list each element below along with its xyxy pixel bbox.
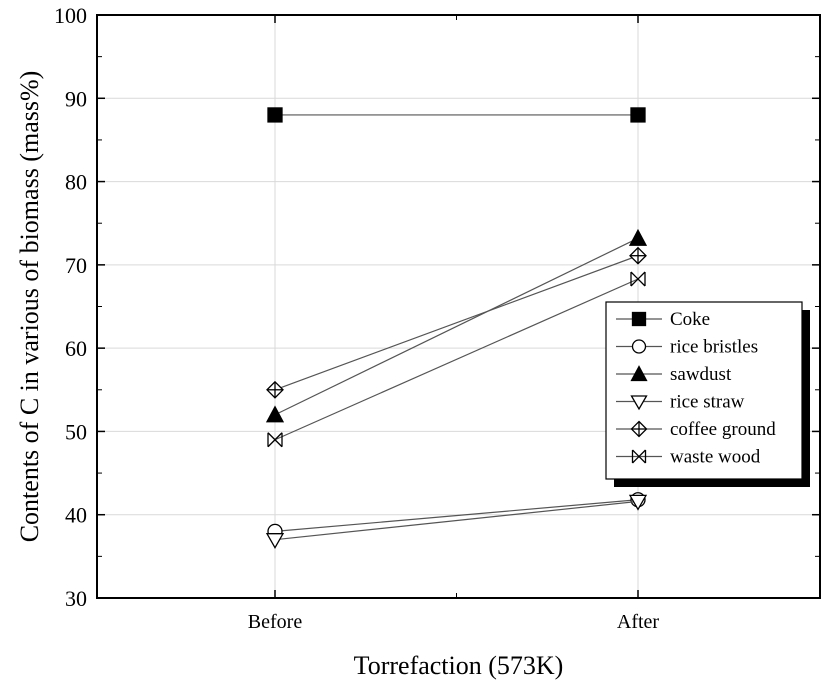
legend-label: rice straw bbox=[670, 392, 745, 413]
y-tick-label: 50 bbox=[65, 419, 87, 444]
series-line bbox=[274, 278, 639, 441]
y-tick-label: 70 bbox=[65, 253, 87, 278]
series-line bbox=[274, 237, 639, 416]
y-tick-label: 40 bbox=[65, 503, 87, 528]
y-tick-label: 80 bbox=[65, 170, 87, 195]
y-tick-label: 60 bbox=[65, 336, 87, 361]
series-line bbox=[274, 500, 639, 541]
legend-box bbox=[605, 301, 803, 480]
marker-triangle-down bbox=[628, 494, 648, 511]
y-tick-label: 90 bbox=[65, 86, 87, 111]
legend-item: coffee ground bbox=[616, 419, 776, 440]
marker-triangle-up bbox=[630, 365, 648, 382]
legend-item: Coke bbox=[616, 309, 710, 330]
data-point bbox=[629, 246, 647, 265]
y-axis-title: Contents of C in various of biomass (mas… bbox=[15, 71, 44, 543]
data-point bbox=[630, 365, 648, 382]
x-axis-title: Torrefaction (573K) bbox=[354, 651, 564, 680]
series-rice-straw bbox=[265, 494, 648, 550]
x-tick-label: After bbox=[617, 611, 660, 633]
data-point bbox=[630, 395, 648, 411]
data-point bbox=[630, 107, 646, 123]
y-tick-label: 30 bbox=[65, 586, 87, 611]
series-line bbox=[274, 255, 639, 391]
data-point bbox=[631, 339, 647, 354]
series-coffee-ground bbox=[266, 246, 647, 399]
legend-label: sawdust bbox=[670, 364, 732, 385]
marker-x bbox=[632, 449, 646, 464]
legend-label: coffee ground bbox=[670, 419, 776, 440]
legend-label: Coke bbox=[670, 309, 710, 330]
y-tick-label: 100 bbox=[54, 3, 87, 28]
data-point bbox=[628, 228, 648, 246]
series-waste-wood bbox=[267, 271, 646, 448]
data-point bbox=[265, 533, 285, 550]
series-line bbox=[274, 499, 639, 532]
marker-triangle-down bbox=[630, 395, 648, 411]
series-sawdust bbox=[265, 228, 648, 423]
series-layer bbox=[265, 107, 648, 550]
data-point bbox=[265, 405, 285, 423]
data-point bbox=[631, 449, 647, 464]
y-tick-labels: 30 40 50 60 70 80 90 100 bbox=[54, 3, 87, 611]
x-tick-label: Before bbox=[248, 611, 303, 633]
data-point bbox=[631, 311, 647, 327]
marker-square bbox=[631, 311, 647, 327]
marker-x bbox=[630, 271, 646, 287]
legend: Coke rice bristles sawdust rice straw coffee… bbox=[605, 301, 810, 487]
x-tick-labels: Before After bbox=[248, 611, 660, 633]
series-Coke bbox=[267, 107, 646, 123]
marker-triangle-up bbox=[628, 228, 648, 246]
marker-x bbox=[267, 432, 283, 448]
legend-item: rice bristles bbox=[616, 337, 758, 358]
legend-label: rice bristles bbox=[670, 337, 758, 358]
marker-triangle-down bbox=[265, 533, 285, 550]
legend-item: waste wood bbox=[616, 447, 761, 468]
legend-label: waste wood bbox=[670, 447, 761, 468]
series-rice-bristles bbox=[267, 492, 646, 540]
data-point bbox=[267, 107, 283, 123]
marker-square bbox=[267, 107, 283, 123]
marker-circle bbox=[631, 339, 647, 354]
marker-square bbox=[630, 107, 646, 123]
data-point bbox=[630, 420, 648, 438]
data-point bbox=[267, 432, 283, 448]
legend-item: rice straw bbox=[616, 392, 745, 413]
data-point bbox=[630, 271, 646, 287]
legend-item: sawdust bbox=[616, 364, 732, 385]
data-point bbox=[628, 494, 648, 511]
axes bbox=[96, 14, 821, 599]
data-point bbox=[266, 380, 284, 399]
marker-triangle-up bbox=[265, 405, 285, 423]
